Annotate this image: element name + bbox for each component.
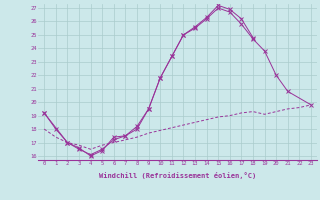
X-axis label: Windchill (Refroidissement éolien,°C): Windchill (Refroidissement éolien,°C)	[99, 172, 256, 179]
